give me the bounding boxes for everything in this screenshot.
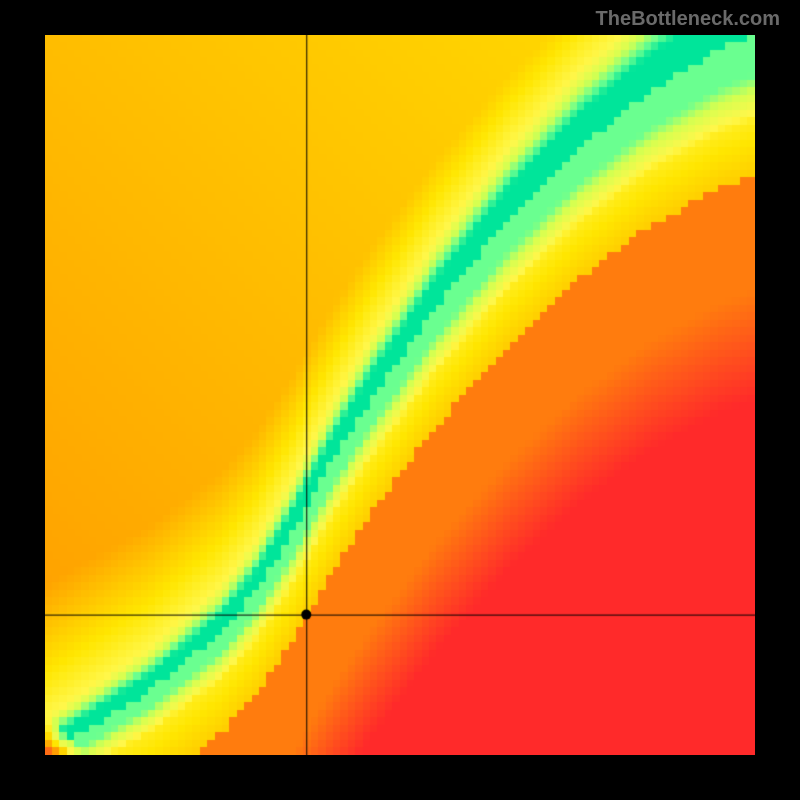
plot-area xyxy=(45,35,755,755)
watermark-text: TheBottleneck.com xyxy=(596,8,780,31)
chart-container: TheBottleneck.com xyxy=(0,0,800,800)
heatmap-canvas xyxy=(45,35,755,755)
